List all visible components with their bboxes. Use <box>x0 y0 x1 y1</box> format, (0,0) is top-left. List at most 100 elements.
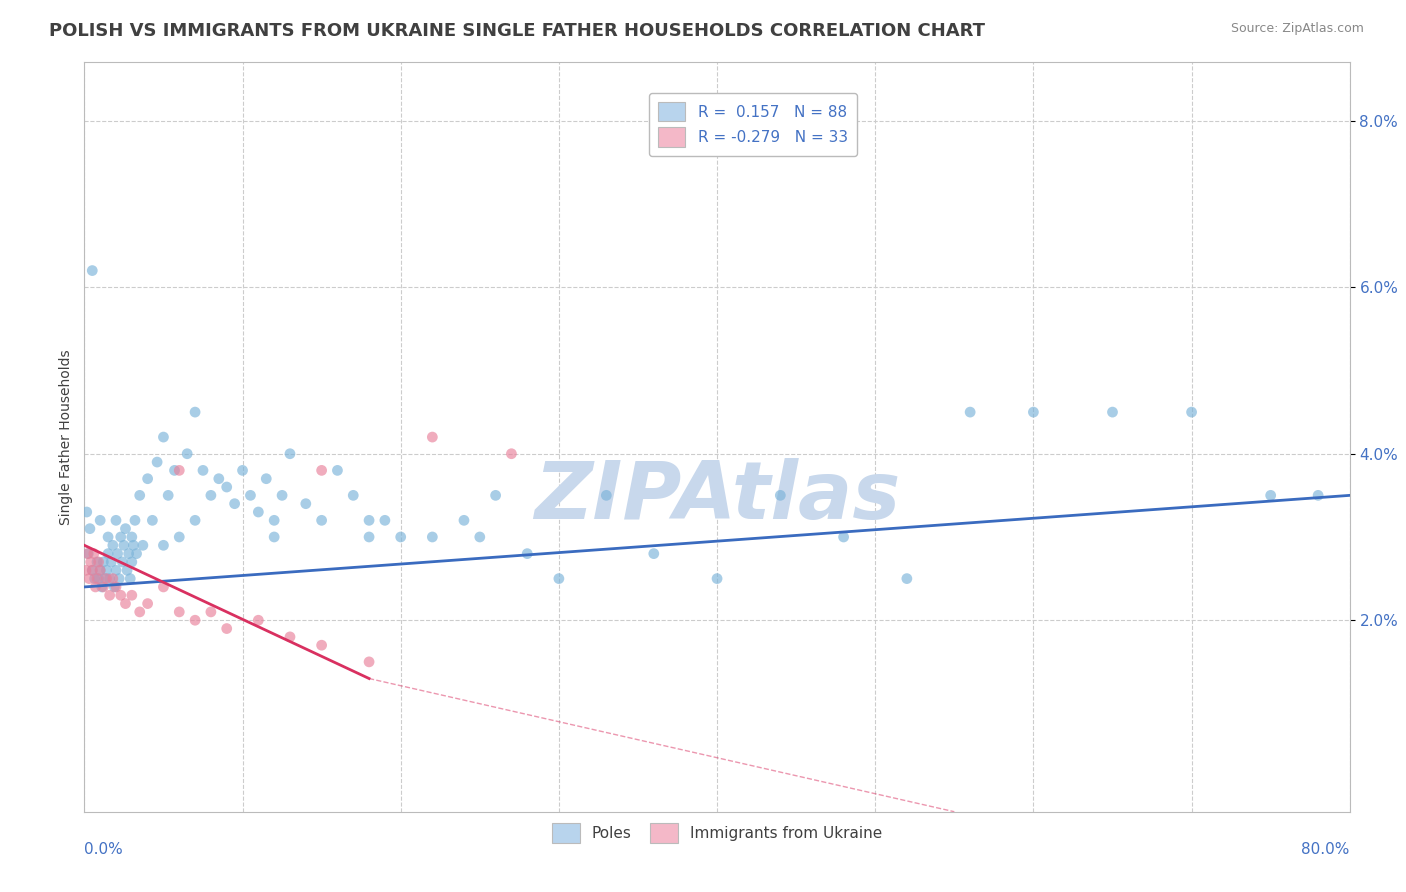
Point <box>468 530 491 544</box>
Point <box>100 555 122 569</box>
Point <box>141 513 163 527</box>
Point <box>374 513 396 527</box>
Point <box>501 447 523 461</box>
Point <box>176 447 198 461</box>
Point <box>114 522 136 536</box>
Point <box>103 580 125 594</box>
Point <box>231 463 254 477</box>
Point <box>136 472 159 486</box>
Point <box>97 530 120 544</box>
Point <box>132 538 155 552</box>
Point <box>215 480 238 494</box>
Point <box>128 488 150 502</box>
Text: 0.0%: 0.0% <box>84 842 124 857</box>
Point <box>86 572 108 586</box>
Point <box>311 513 333 527</box>
Point <box>271 488 294 502</box>
Point <box>82 563 104 577</box>
Point <box>82 563 104 577</box>
Point <box>548 572 571 586</box>
Point <box>359 530 381 544</box>
Point <box>311 463 333 477</box>
Point <box>184 613 207 627</box>
Point <box>110 588 132 602</box>
Point <box>959 405 981 419</box>
Point <box>247 613 270 627</box>
Point <box>121 588 143 602</box>
Point <box>278 447 301 461</box>
Point <box>93 555 115 569</box>
Point <box>87 555 110 569</box>
Point <box>706 572 728 586</box>
Point <box>105 580 127 594</box>
Point <box>595 488 617 502</box>
Point <box>105 513 127 527</box>
Point <box>389 530 412 544</box>
Point <box>93 580 115 594</box>
Point <box>359 655 381 669</box>
Point <box>121 555 143 569</box>
Point <box>1308 488 1330 502</box>
Point <box>120 572 142 586</box>
Point <box>516 547 538 561</box>
Point <box>94 572 117 586</box>
Point <box>76 547 98 561</box>
Point <box>453 513 475 527</box>
Point <box>769 488 792 502</box>
Point <box>169 530 191 544</box>
Point <box>1022 405 1045 419</box>
Point <box>125 547 148 561</box>
Point <box>79 555 103 569</box>
Point <box>108 572 131 586</box>
Point <box>208 472 231 486</box>
Point <box>643 547 665 561</box>
Point <box>1101 405 1123 419</box>
Point <box>114 597 136 611</box>
Point <box>84 580 107 594</box>
Point <box>200 488 222 502</box>
Point <box>118 547 141 561</box>
Point <box>832 530 855 544</box>
Point <box>152 580 174 594</box>
Point <box>124 513 146 527</box>
Point <box>110 530 132 544</box>
Point <box>86 555 108 569</box>
Point <box>97 547 120 561</box>
Point <box>163 463 186 477</box>
Point <box>96 572 118 586</box>
Point <box>485 488 508 502</box>
Point <box>152 430 174 444</box>
Point <box>115 563 138 577</box>
Point <box>247 505 270 519</box>
Point <box>326 463 349 477</box>
Legend: Poles, Immigrants from Ukraine: Poles, Immigrants from Ukraine <box>546 817 889 849</box>
Point <box>169 605 191 619</box>
Point <box>82 263 104 277</box>
Point <box>76 505 98 519</box>
Point <box>422 530 444 544</box>
Text: POLISH VS IMMIGRANTS FROM UKRAINE SINGLE FATHER HOUSEHOLDS CORRELATION CHART: POLISH VS IMMIGRANTS FROM UKRAINE SINGLE… <box>49 22 986 40</box>
Point <box>111 555 134 569</box>
Point <box>107 547 129 561</box>
Point <box>342 488 364 502</box>
Point <box>83 572 105 586</box>
Point <box>105 563 127 577</box>
Point <box>359 513 381 527</box>
Point <box>77 547 100 561</box>
Point <box>215 622 238 636</box>
Point <box>79 522 101 536</box>
Text: Source: ZipAtlas.com: Source: ZipAtlas.com <box>1230 22 1364 36</box>
Point <box>89 563 111 577</box>
Point <box>128 605 150 619</box>
Point <box>96 563 118 577</box>
Point <box>87 572 110 586</box>
Point <box>239 488 262 502</box>
Point <box>295 497 318 511</box>
Point <box>191 463 214 477</box>
Point <box>224 497 246 511</box>
Point <box>896 572 918 586</box>
Point <box>121 530 143 544</box>
Text: ZIPAtlas: ZIPAtlas <box>534 458 900 536</box>
Point <box>169 463 191 477</box>
Point <box>90 580 112 594</box>
